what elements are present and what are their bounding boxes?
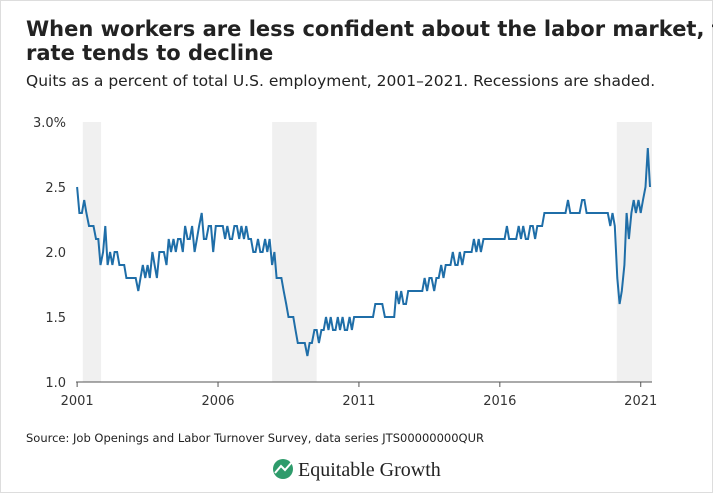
source: Source: Job Openings and Labor Turnover … [26,431,484,445]
y-tick-label: 1.0 [45,376,66,391]
x-tick-label: 2001 [61,394,94,409]
brand-logo [273,459,293,479]
x-tick-label: 2006 [201,394,234,409]
y-tick-label: 2.5 [45,181,66,196]
x-tick-label: 2011 [342,394,375,409]
recession-shade [272,122,317,382]
y-tick-label: 1.5 [45,311,66,326]
x-tick-label: 2016 [483,394,516,409]
brand-name: Equitable Growth [298,459,441,481]
chart-subtitle: Quits as a percent of total U.S. employm… [26,72,655,90]
x-tick-label: 2021 [624,394,657,409]
y-tick-label: 2.0 [45,246,66,261]
chart-title: When workers are less confident about th… [26,17,713,65]
quits-line [76,147,651,357]
y-tick-label: 3.0% [33,116,66,131]
recession-shade [82,122,102,382]
